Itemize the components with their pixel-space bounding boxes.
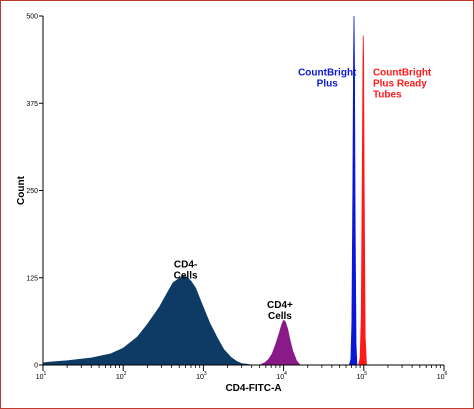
annotation-cbprt-line: Plus Ready [373,78,427,89]
x-tick-label: 101 [36,371,47,381]
annotation-cd4-neg-line: Cells [174,270,198,281]
series-area-cd4-negative [42,275,252,366]
x-axis-title: CD4-FITC-A [225,383,281,394]
series-layer [42,15,367,366]
annotation-cd4-neg-line: CD4- [174,259,197,270]
annotation-cbp-line: Plus [317,78,339,89]
y-axis-title: Count [16,175,27,205]
annotation-cbprt-line: CountBright [373,67,432,78]
annotation-cbprt-line: Tubes [373,89,402,100]
x-tick-label: 105 [357,371,368,381]
annotation-cbp-line: CountBright [298,67,357,78]
y-tick-label: 375 [26,101,38,108]
y-tick-label: 500 [26,14,38,21]
annotation-cd4-pos-line: Cells [268,311,292,322]
series-area-countbright-plus [348,15,358,366]
x-tick-label: 104 [276,371,287,381]
axes-layer: 0 125 250 375 500 101 102 103 104 105 106 [26,14,447,382]
y-tick-label: 0 [34,363,38,370]
x-tick-label: 106 [437,371,448,381]
x-tick-label: 103 [196,371,207,381]
y-tick-label: 250 [26,188,38,195]
annotation-layer: CD4-CellsCD4+CellsCountBrightPlusCountBr… [174,67,432,321]
x-tick-label: 102 [116,371,127,381]
series-area-cd4-positive [259,319,301,366]
y-tick-label: 125 [26,275,38,282]
series-area-countbright-plus-ready-tubes [358,35,367,366]
annotation-cd4-pos-line: CD4+ [267,300,293,311]
